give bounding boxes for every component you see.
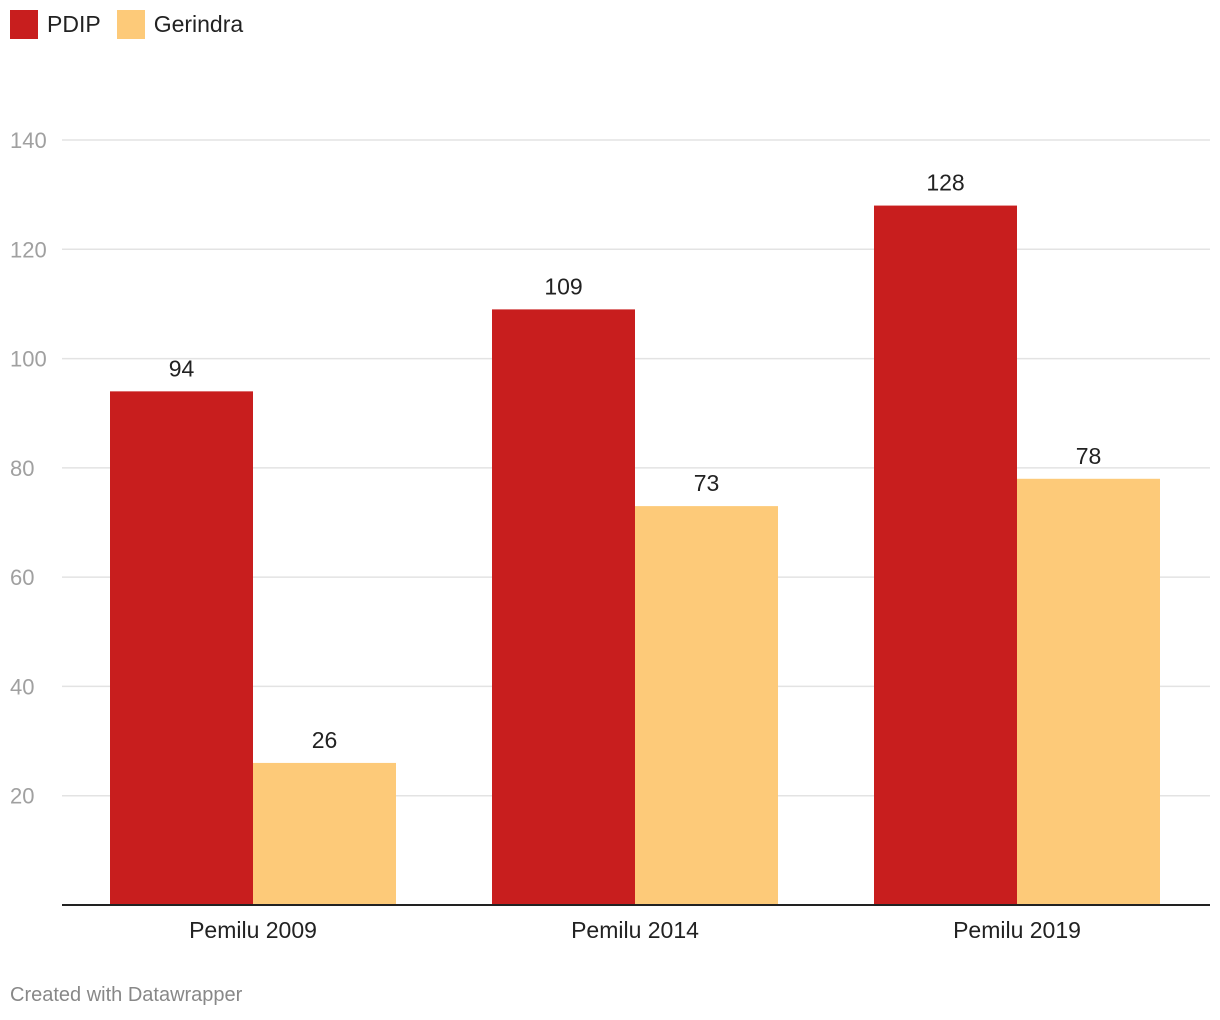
bar-gerindra xyxy=(253,762,396,905)
data-label: 78 xyxy=(1076,443,1102,469)
y-tick-label: 60 xyxy=(10,565,34,590)
data-label: 94 xyxy=(169,355,195,381)
legend-label-gerindra: Gerindra xyxy=(153,11,244,37)
y-tick-label: 100 xyxy=(10,347,47,372)
footer-credit: Created with Datawrapper xyxy=(10,984,243,1006)
bar-chart: 20 40 60 80 100 120 140 94 26 Pemilu 2009 109 73 Pem… xyxy=(10,128,1210,943)
legend-swatch-pdip xyxy=(10,10,38,39)
x-tick-label: Pemilu 2014 xyxy=(571,917,699,943)
y-tick-label: 120 xyxy=(10,237,47,262)
x-tick-label: Pemilu 2019 xyxy=(953,917,1081,943)
y-tick-label: 40 xyxy=(10,674,34,699)
bar-gerindra xyxy=(1017,478,1160,905)
bar-pdip xyxy=(110,391,253,905)
bar-pdip xyxy=(492,309,635,906)
legend-swatch-gerindra xyxy=(116,10,145,39)
x-tick-label: Pemilu 2009 xyxy=(189,917,317,943)
data-label: 109 xyxy=(544,273,582,299)
bar-gerindra xyxy=(635,506,778,905)
bar-pdip xyxy=(874,205,1017,906)
legend-item-gerindra: Gerindra xyxy=(116,10,244,39)
legend-label-pdip: PDIP xyxy=(47,11,101,37)
y-tick-label: 80 xyxy=(10,456,34,481)
data-label: 73 xyxy=(694,470,720,496)
y-tick-label: 140 xyxy=(10,128,47,153)
y-tick-label: 20 xyxy=(10,784,34,809)
legend: PDIP Gerindra xyxy=(10,10,259,39)
data-label: 128 xyxy=(926,170,964,196)
data-label: 26 xyxy=(312,727,338,753)
legend-item-pdip: PDIP xyxy=(10,10,101,39)
